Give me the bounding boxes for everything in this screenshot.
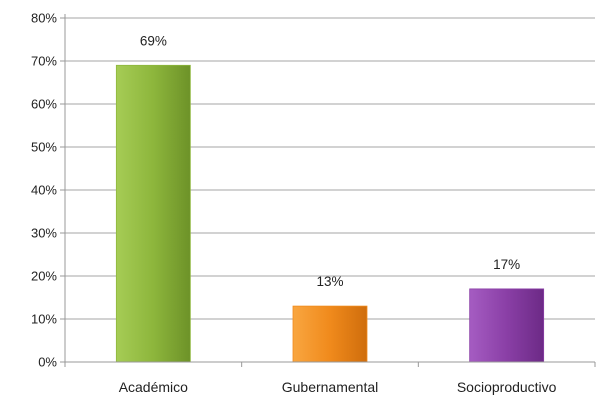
bar-académico	[115, 64, 191, 363]
bar-socioproductivo	[469, 288, 545, 363]
x-category-label: Académico	[119, 379, 188, 395]
data-labels: 69% 13% 17%	[140, 33, 520, 289]
bar-gubernamental	[292, 305, 368, 363]
y-tick-label: 0%	[38, 355, 57, 370]
x-category-label: Gubernamental	[282, 379, 379, 395]
x-category-label: Socioproductivo	[457, 379, 557, 395]
bars	[115, 64, 545, 363]
data-label: 17%	[493, 257, 520, 272]
y-tick-label: 30%	[31, 226, 57, 241]
y-tick-label: 10%	[31, 312, 57, 327]
y-tick-label: 40%	[31, 183, 57, 198]
y-tick-label: 70%	[31, 54, 57, 69]
y-tick-label: 20%	[31, 269, 57, 284]
data-label: 13%	[316, 274, 343, 289]
x-axis: Académico Gubernamental Socioproductivo	[64, 361, 596, 395]
data-label: 69%	[140, 33, 167, 48]
y-tick-label: 80%	[31, 11, 57, 26]
y-tick-label: 60%	[31, 97, 57, 112]
y-tick-label: 50%	[31, 140, 57, 155]
y-axis: 0% 10% 20% 30% 40% 50% 60% 70% 80%	[31, 11, 66, 370]
